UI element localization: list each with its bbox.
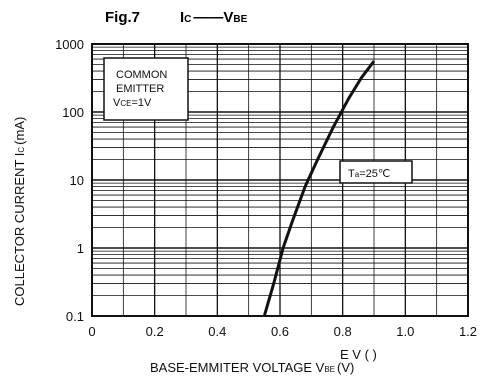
temperature-box	[339, 160, 413, 184]
x-axis-label: BASE-EMMITER VOLTAGE VBE (V)	[150, 360, 354, 375]
figure-title: IC ——VBE	[180, 9, 248, 26]
title-vbe-main: V	[223, 9, 233, 26]
x-tick-label: 0	[88, 324, 95, 339]
x-axis-label-main: BASE-EMMITER VOLTAGE V	[150, 360, 325, 375]
y-axis-label-sub: C	[17, 147, 26, 153]
x-tick-labels: 0 0.2 0.4 0.6 0.8 1.0 1.2	[88, 324, 477, 339]
x-axis-label-sub: BE	[324, 365, 335, 374]
x-axis-label-unit: (V)	[337, 360, 354, 375]
x-tick-label: 1.2	[459, 324, 477, 339]
x-axis-overlay: E V ( )	[340, 347, 377, 362]
note-vce: VCE=1V	[113, 97, 152, 109]
note-vce-rest: =1V	[131, 97, 152, 109]
ic-vbe-curve	[262, 60, 376, 317]
note-ta-sub: a	[355, 170, 360, 179]
y-axis-label-main: COLLECTOR CURRENT I	[12, 153, 27, 306]
x-tick-label: 0.2	[146, 324, 164, 339]
note-ta-main: T	[348, 168, 355, 180]
y-tick-label: 1	[77, 241, 84, 256]
y-tick-label: 1000	[55, 37, 84, 52]
note-ta: Ta=25℃	[348, 168, 390, 180]
common-emitter-note: COMMON EMITTER VCE=1V	[103, 57, 189, 121]
temperature-note: Ta=25℃	[339, 160, 413, 184]
y-tick-labels: 0.1 1 10 100 1000	[55, 37, 84, 324]
title-ic-sub: C	[184, 14, 191, 25]
x-tick-label: 1.0	[396, 324, 414, 339]
note-vce-main: V	[113, 97, 121, 109]
title-dash: ——	[193, 9, 223, 26]
note-vce-sub: CE	[120, 99, 131, 108]
plot-grid	[92, 44, 468, 316]
title-ic-main: I	[180, 9, 184, 26]
figure-label: Fig.7	[105, 9, 140, 26]
plot-frame	[91, 43, 469, 317]
y-tick-label: 0.1	[66, 309, 84, 324]
common-emitter-box	[103, 57, 189, 121]
x-tick-label: 0.4	[208, 324, 226, 339]
title-vbe-sub: BE	[233, 14, 247, 25]
y-axis-label: COLLECTOR CURRENT IC (mA)	[12, 117, 27, 306]
y-tick-label: 100	[62, 105, 84, 120]
x-tick-label: 0.8	[334, 324, 352, 339]
note-emitter: EMITTER	[116, 83, 164, 95]
x-tick-label: 0.6	[271, 324, 289, 339]
y-tick-label: 10	[70, 173, 84, 188]
note-ta-rest: =25℃	[359, 168, 390, 180]
note-common: COMMON	[116, 69, 167, 81]
y-axis-label-unit: (mA)	[12, 117, 27, 145]
